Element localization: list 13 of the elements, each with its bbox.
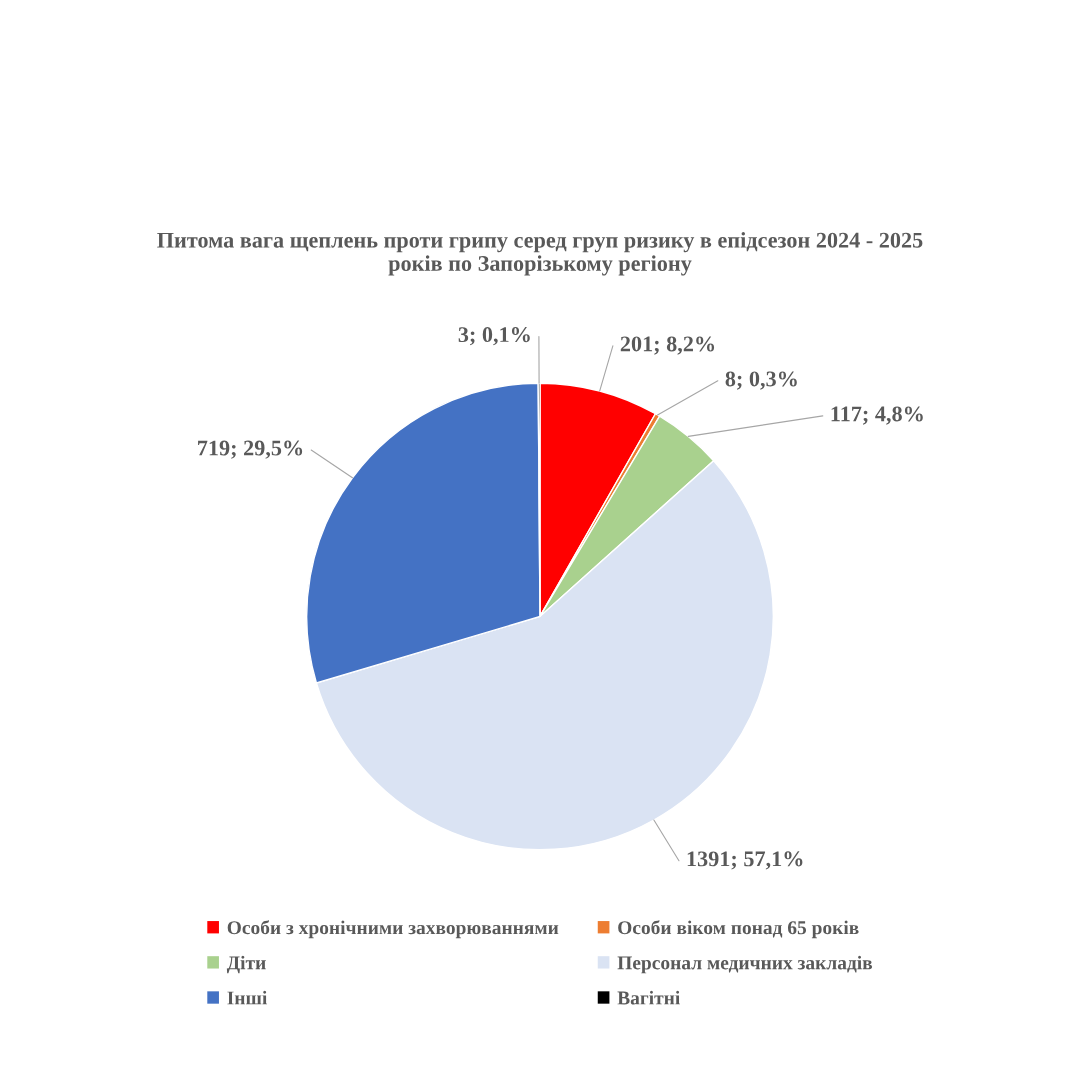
data-label: 1391; 57,1%: [687, 851, 803, 870]
legend-label: Діти: [226, 955, 266, 974]
data-label: 8; 0,3%: [725, 371, 797, 390]
legend-label: Вагітні: [617, 990, 680, 1005]
legend-label: Особи віком понад 65 років: [618, 920, 859, 939]
legend-label: Персонал медичних закладів: [617, 955, 873, 974]
data-label: 201; 8,2%: [620, 336, 715, 355]
chart-title: Питома вага щеплень проти грипу серед груп ризику в епідсезон 2024 - 2025 років по Запорізькому регіону: [157, 232, 923, 276]
legend-label: Інші: [227, 990, 268, 1005]
data-label: 3; 0,1%: [458, 327, 530, 346]
legend-label: Особи з хронічними захворюваннями: [227, 920, 559, 939]
data-label: 117; 4,8%: [831, 406, 923, 425]
data-label: 719; 29,5%: [198, 440, 303, 459]
